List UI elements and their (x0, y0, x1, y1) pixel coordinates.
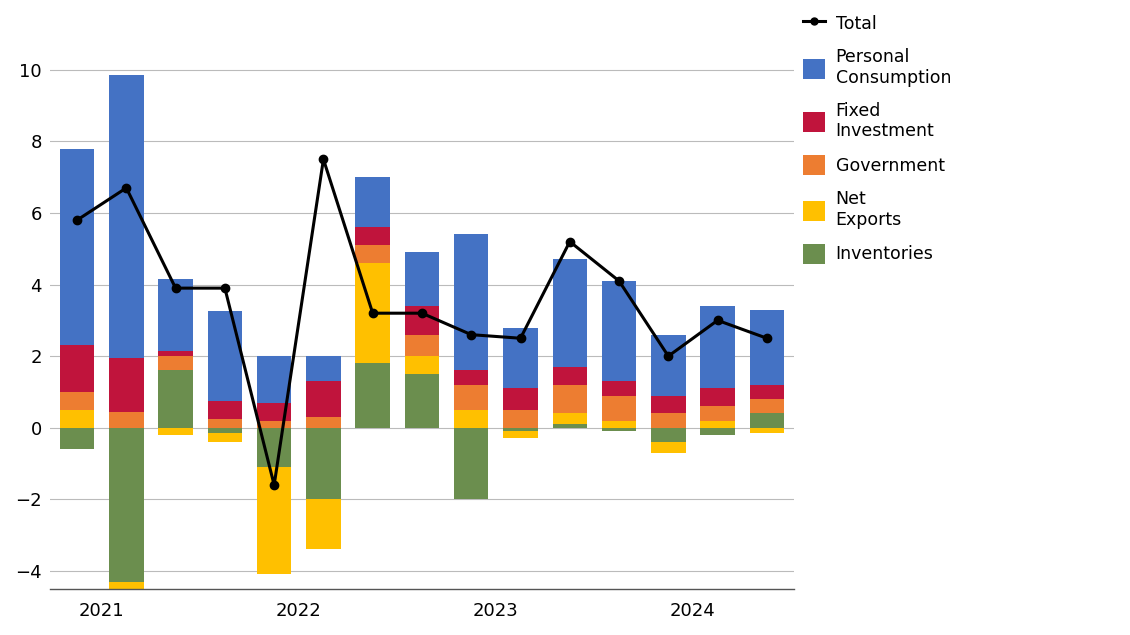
Bar (356, 177, 390, 227)
Bar (701, 420, 734, 428)
Bar (553, 413, 588, 424)
Bar (158, 351, 193, 356)
Bar (257, 356, 292, 403)
Bar (158, 370, 193, 428)
Bar (405, 356, 440, 374)
Bar (749, 385, 784, 399)
Bar (60, 149, 94, 345)
Bar (405, 374, 440, 428)
Bar (356, 245, 390, 263)
Bar (454, 410, 488, 428)
Bar (503, 431, 538, 439)
Bar (110, 411, 144, 428)
Bar (749, 428, 784, 433)
Bar (306, 417, 340, 428)
Bar (306, 381, 340, 417)
Bar (208, 433, 242, 442)
Bar (110, 582, 144, 603)
Bar (454, 385, 488, 410)
Bar (60, 428, 94, 449)
Bar (257, 420, 292, 428)
Bar (405, 306, 440, 335)
Bar (503, 428, 538, 431)
Bar (356, 363, 390, 428)
Bar (651, 413, 686, 428)
Bar (553, 424, 588, 428)
Bar (454, 370, 488, 385)
Bar (651, 442, 686, 453)
Bar (602, 428, 636, 431)
Bar (503, 410, 538, 428)
Bar (158, 279, 193, 351)
Bar (454, 234, 488, 370)
Bar (701, 406, 734, 420)
Bar (651, 335, 686, 396)
Bar (749, 413, 784, 428)
Bar (701, 306, 734, 389)
Bar (110, 75, 144, 358)
Bar (553, 260, 588, 367)
Bar (306, 428, 340, 499)
Bar (553, 385, 588, 413)
Bar (356, 263, 390, 363)
Bar (60, 410, 94, 428)
Bar (701, 428, 734, 435)
Bar (454, 428, 488, 499)
Bar (257, 467, 292, 575)
Bar (110, 358, 144, 411)
Bar (749, 399, 784, 413)
Bar (651, 428, 686, 442)
Bar (208, 428, 242, 433)
Bar (602, 281, 636, 381)
Bar (602, 381, 636, 396)
Bar (208, 401, 242, 419)
Legend: Total, Personal
Consumption, Fixed
Investment, Government, Net
Exports, Inventor: Total, Personal Consumption, Fixed Inves… (802, 13, 951, 264)
Bar (553, 367, 588, 385)
Bar (405, 252, 440, 306)
Bar (503, 328, 538, 389)
Bar (602, 420, 636, 428)
Bar (60, 345, 94, 392)
Bar (158, 428, 193, 435)
Bar (257, 403, 292, 420)
Bar (257, 428, 292, 467)
Bar (405, 335, 440, 356)
Bar (749, 310, 784, 385)
Bar (503, 389, 538, 410)
Bar (602, 396, 636, 420)
Bar (651, 396, 686, 413)
Bar (701, 389, 734, 406)
Bar (306, 356, 340, 381)
Bar (158, 356, 193, 370)
Bar (110, 428, 144, 582)
Bar (356, 227, 390, 245)
Bar (60, 392, 94, 410)
Bar (208, 419, 242, 428)
Bar (208, 311, 242, 401)
Bar (306, 499, 340, 549)
